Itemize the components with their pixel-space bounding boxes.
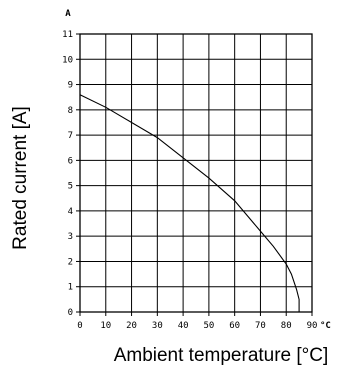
x-tick-label: 20 [126,321,137,331]
y-tick-label: 2 [68,257,73,267]
y-tick-label: 10 [62,55,73,65]
y-tick-label: 7 [68,131,73,141]
x-tick-label: 70 [255,321,266,331]
y-axis-title: Rated current [A] [10,106,31,250]
rated-current-curve [79,94,300,312]
y-tick-label: 0 [68,308,73,318]
y-tick-label: 5 [68,182,73,192]
y-tick-label: 6 [68,156,73,166]
x-tick-label: 0 [77,321,82,331]
x-tick-label: 60 [229,321,240,331]
x-tick-label: 40 [178,321,189,331]
chart-grid [76,33,313,316]
y-tick-label: 4 [68,207,73,217]
plot-frame [79,33,313,313]
chart-series [79,94,300,312]
y-tick-label: 11 [62,30,73,40]
y-tick-label: 1 [68,283,73,293]
x-tick-label: 30 [152,321,163,331]
x-tick-label: 50 [203,321,214,331]
x-axis-title: Ambient temperature [°C] [114,345,329,366]
x-axis-unit: °C [320,321,331,331]
chart-tick-labels: 0 10 20 30 40 50 60 70 80 90 0 1 2 3 4 5 6 7 8 9 10 11 [62,30,317,331]
x-tick-label: 90 [307,321,318,331]
y-tick-label: 3 [68,232,73,242]
y-axis-unit: A [65,9,71,19]
y-tick-label: 9 [68,81,73,91]
x-tick-label: 80 [281,321,292,331]
x-tick-label: 10 [100,321,111,331]
y-tick-label: 8 [68,106,73,116]
